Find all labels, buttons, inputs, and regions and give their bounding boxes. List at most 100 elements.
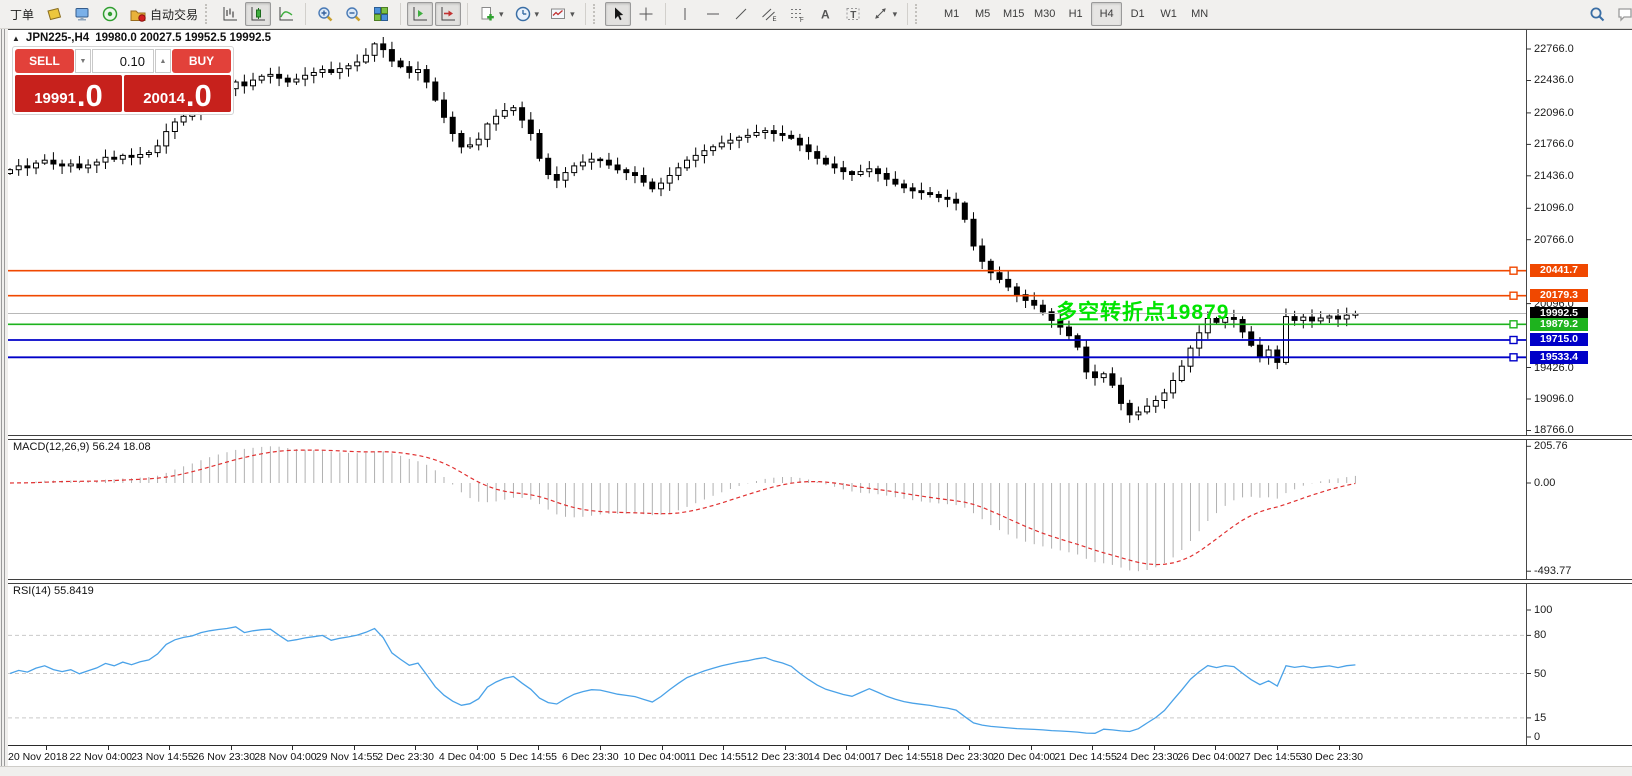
date-tick [353,746,355,750]
buy-button[interactable]: BUY [172,49,231,73]
indicators-caret-icon [499,9,504,20]
candle [536,133,543,159]
panel-separator-macd[interactable] [0,435,1632,440]
date-axis[interactable]: 20 Nov 2018 22 Nov 04:00 23 Nov 14:55 26 No… [0,745,1632,766]
history-center-button[interactable] [41,2,67,26]
svg-text:A: A [821,8,830,22]
templates-button[interactable] [545,2,579,26]
sell-price-block[interactable]: 19991 .0 [15,75,122,112]
candle [553,174,560,181]
tf-m30[interactable]: M30 [1033,8,1056,20]
equidistant-channel-button[interactable]: E [756,2,782,26]
crosshair-button[interactable] [633,2,659,26]
rsi-tick-label: 50 [1534,667,1547,680]
zoom-in-button[interactable] [312,2,338,26]
candle [753,132,760,136]
candle [67,163,74,167]
search-button[interactable] [1584,2,1610,26]
date-tick [538,746,540,750]
macd-tick-label: 205.76 [1534,440,1568,453]
fibonacci-button[interactable]: F [784,2,810,26]
search-icon [1588,5,1606,23]
tf-m5[interactable]: M5 [975,8,991,20]
template-icon [549,5,567,23]
chat-icon [1616,5,1632,23]
panel-separator-rsi[interactable] [0,579,1632,584]
indicators-button[interactable] [474,2,508,26]
candle [1317,317,1324,322]
tf-d1[interactable]: D1 [1130,8,1145,20]
candle [302,74,309,80]
candle [1300,316,1307,321]
new-order-button[interactable]: 丁单 [5,2,39,26]
tile-windows-button[interactable] [368,2,394,26]
price-line-label: 19715.0 [1530,333,1588,347]
macd-indicator-label: MACD(12,26,9) 56.24 18.08 [13,441,151,453]
rsi-tick-label: 0 [1534,731,1541,743]
tf-mn[interactable]: MN [1191,8,1209,20]
date-label: 10 Dec 04:00 [623,751,686,763]
horizontal-lines-layer[interactable] [8,266,1526,362]
cursor-button[interactable] [604,2,631,26]
periods-button[interactable] [510,2,544,26]
candle [397,60,404,68]
candle [1343,314,1350,320]
horizontal-line-button[interactable] [700,2,726,26]
date-label: 26 Dec 04:00 [1177,751,1240,763]
tf-m15[interactable]: M15 [1002,8,1025,20]
price-tick-label: 22436.0 [1534,74,1574,87]
autotrade-button[interactable]: 自动交易 [125,2,202,26]
price-line-label: 20441.7 [1530,264,1588,278]
chart-text-annotation[interactable]: 多空转折点19879 [1056,301,1230,324]
candle [128,154,135,158]
edge-line [1,29,2,766]
arrows-icon [872,5,890,23]
arrows-button[interactable] [868,2,902,26]
candle [1178,365,1185,382]
bar-chart-button[interactable] [217,2,243,26]
volume-increase-button[interactable] [155,49,171,73]
candle [310,72,317,76]
chat-button[interactable] [1612,2,1632,26]
zoom-out-button[interactable] [340,2,366,26]
candle [154,145,161,154]
ohlc-values: 19980.0 20027.5 19952.5 19992.5 [95,32,272,44]
candle [953,198,960,204]
tf-w1[interactable]: W1 [1160,8,1177,20]
terminal-button[interactable] [69,2,95,26]
candle [649,181,656,190]
tf-h4[interactable]: H4 [1091,2,1123,26]
sell-button[interactable]: SELL [15,49,74,73]
date-label: 17 Dec 14:55 [869,751,933,763]
auto-scroll-button[interactable] [435,2,462,26]
date-label: 11 Dec 14:55 [685,751,747,763]
candle [1005,278,1012,288]
line-chart-button[interactable] [273,2,299,26]
candle [805,144,812,153]
buy-price-block[interactable]: 20014 .0 [124,75,231,112]
candlestick-chart-button[interactable] [245,2,272,26]
candle [93,161,100,166]
trendline-button[interactable] [728,2,754,26]
tf-m1[interactable]: M1 [944,8,960,20]
rsi-tick-label: 80 [1534,629,1547,642]
candle [1039,304,1046,313]
date-tick [415,746,417,750]
date-tick [107,746,109,750]
tf-h1[interactable]: H1 [1068,8,1083,20]
volume-decrease-button[interactable] [75,49,91,73]
text-label-button[interactable]: T [840,2,866,26]
volume-input[interactable]: 0.10 [92,49,154,73]
text-button[interactable]: A [812,2,838,26]
auto-scroll-icon [439,5,457,23]
line-handle [1509,266,1518,275]
crosshair-icon [637,5,655,23]
candle [892,178,899,185]
chart-shift-button[interactable] [407,2,434,26]
candle [814,151,821,159]
signals-button[interactable] [97,2,123,26]
vertical-line-button[interactable] [672,2,698,26]
candle [354,61,361,67]
date-label: 4 Dec 04:00 [438,751,496,763]
candle [1013,286,1020,296]
